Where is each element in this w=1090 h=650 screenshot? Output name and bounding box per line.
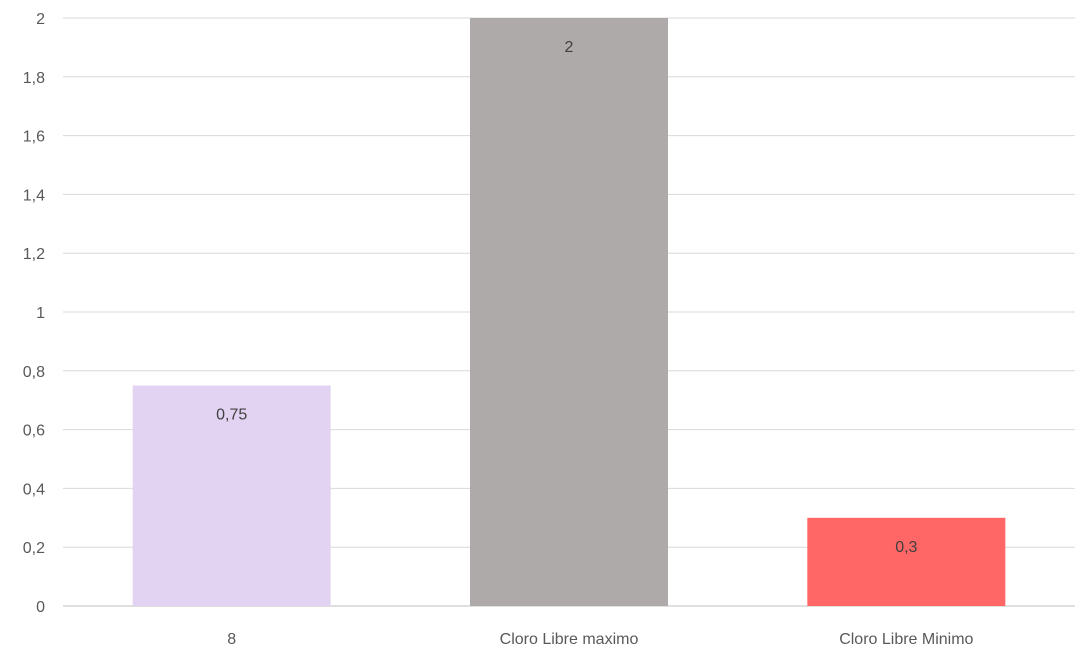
- data-label: 0,3: [895, 539, 917, 556]
- y-tick-label: 1,4: [23, 187, 45, 204]
- bar: [470, 18, 668, 606]
- data-label: 2: [565, 39, 574, 56]
- data-label: 0,75: [216, 407, 247, 424]
- y-tick-label: 0,8: [23, 364, 45, 381]
- y-tick-label: 1,2: [23, 246, 45, 263]
- y-tick-label: 1: [36, 305, 45, 322]
- y-tick-label: 0: [36, 599, 45, 616]
- bar: [132, 385, 331, 606]
- y-tick-label: 0,2: [23, 540, 45, 557]
- y-tick-label: 1,8: [23, 70, 45, 87]
- y-tick-label: 0,4: [23, 481, 45, 498]
- bar: [807, 517, 1006, 606]
- y-tick-label: 2: [36, 11, 45, 28]
- x-tick-label: Cloro Libre maximo: [500, 631, 639, 648]
- y-tick-label: 1,6: [23, 129, 45, 146]
- x-tick-label: Cloro Libre Minimo: [839, 631, 973, 648]
- y-tick-label: 0,6: [23, 423, 45, 440]
- x-tick-label: 8: [227, 631, 236, 648]
